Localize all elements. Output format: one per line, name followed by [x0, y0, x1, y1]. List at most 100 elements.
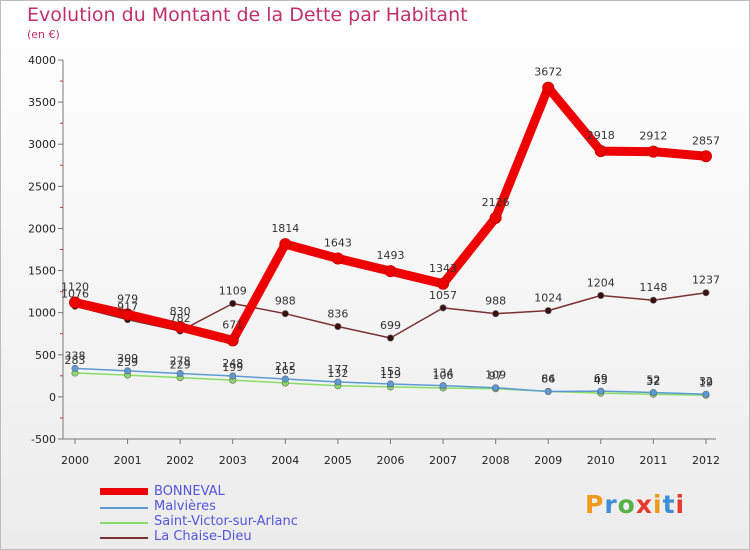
data-label: 1076 — [61, 287, 89, 300]
logo-letter: r — [604, 490, 618, 519]
logo-letter: i — [653, 490, 663, 519]
data-point — [649, 296, 657, 304]
data-point — [649, 389, 657, 397]
data-label: 278 — [170, 354, 191, 367]
logo-letter: o — [617, 490, 636, 519]
axes: -500 0 500 1000 1500 2000 2500 3000 3500 4000 2000… — [28, 54, 720, 467]
data-point — [334, 378, 342, 386]
data-point — [281, 310, 289, 318]
data-label: 97 — [489, 370, 503, 383]
data-point — [229, 299, 237, 307]
data-label: 988 — [485, 295, 506, 308]
data-label: 32 — [699, 375, 713, 388]
data-label: 2126 — [482, 196, 510, 209]
data-label: 1057 — [429, 289, 457, 302]
x-tick-label: 2006 — [376, 454, 404, 467]
legend-label: Malvières — [154, 499, 216, 514]
data-label: 52 — [646, 374, 660, 387]
data-label: 212 — [275, 360, 296, 373]
y-tick-label: 2000 — [28, 222, 56, 235]
logo-letter: P — [585, 490, 605, 519]
legend-label: Saint-Victor-sur-Arlanc — [154, 514, 298, 529]
data-point — [647, 145, 660, 158]
data-point — [492, 384, 500, 392]
data-point — [176, 369, 184, 377]
data-label: 106 — [433, 369, 454, 382]
y-tick-label: 2500 — [28, 180, 56, 193]
y-tick-label: 3000 — [28, 138, 56, 151]
y-tick-label: 1500 — [28, 265, 56, 278]
data-label: 988 — [275, 295, 296, 308]
data-label: 1024 — [534, 292, 562, 305]
data-point — [439, 304, 447, 312]
x-tick-label: 2009 — [534, 454, 562, 467]
data-label: 66 — [541, 372, 555, 385]
x-tick-label: 2008 — [482, 454, 510, 467]
y-tick-label: 0 — [49, 391, 56, 404]
data-label: 119 — [380, 368, 401, 381]
data-point — [229, 372, 237, 380]
x-tick-label: 2007 — [429, 454, 457, 467]
data-point — [544, 307, 552, 315]
data-label: 671 — [222, 318, 243, 331]
data-label: 1204 — [587, 276, 615, 289]
chart-title: Evolution du Montant de la Dette par Hab… — [27, 4, 468, 26]
data-label: 1120 — [61, 281, 89, 294]
data-point — [492, 310, 500, 318]
legend-swatch — [100, 522, 148, 524]
legend-swatch — [100, 488, 148, 495]
data-label: 229 — [170, 359, 191, 372]
data-point — [386, 334, 394, 342]
legend-swatch — [100, 537, 148, 539]
legend-swatch — [100, 507, 148, 509]
data-label: 153 — [380, 365, 401, 378]
x-tick-label: 2005 — [324, 454, 352, 467]
proxiti-logo: Proxiti — [585, 490, 685, 519]
y-tick-label: -500 — [31, 433, 56, 446]
data-point — [437, 277, 450, 290]
data-point — [699, 150, 712, 163]
data-label: 1643 — [324, 237, 352, 250]
data-point — [386, 380, 394, 388]
data-point — [334, 322, 342, 330]
data-point — [69, 296, 81, 309]
y-tick-label: 4000 — [28, 54, 56, 67]
data-label: 836 — [327, 307, 348, 320]
data-labels: 1076 917 782 1109 988 836 699 1057 988 1024 1204 11… — [61, 66, 720, 390]
data-label: 1343 — [429, 262, 457, 275]
x-tick-label: 2000 — [61, 454, 89, 467]
x-tick-label: 2004 — [271, 454, 299, 467]
y-tick-label: 500 — [35, 349, 56, 362]
legend-label: La Chaise-Dieu — [154, 529, 252, 544]
data-label: 338 — [65, 349, 86, 362]
data-label: 199 — [222, 361, 243, 374]
data-point — [279, 238, 292, 251]
data-label: 259 — [117, 356, 138, 369]
data-point — [281, 375, 289, 383]
data-point — [124, 367, 132, 375]
y-tick-label: 1000 — [28, 307, 56, 320]
data-point — [226, 334, 239, 347]
data-label: 69 — [594, 372, 608, 385]
data-point — [542, 81, 555, 94]
series-line-0 — [70, 83, 711, 345]
data-label: 19 — [699, 376, 713, 389]
data-point — [121, 308, 134, 321]
data-point — [384, 265, 397, 278]
x-tick-label: 2001 — [114, 454, 142, 467]
data-label: 1493 — [376, 249, 404, 262]
logo-letter: t — [662, 490, 676, 519]
logo-letter: i — [675, 490, 686, 519]
legend-label: BONNEVAL — [154, 484, 225, 499]
data-label: 2857 — [692, 134, 720, 147]
series-layer — [69, 81, 712, 399]
data-label: 1814 — [271, 222, 299, 235]
data-point — [594, 145, 607, 158]
y-tick-label: 3500 — [28, 96, 56, 109]
x-tick-label: 2003 — [219, 454, 247, 467]
data-point — [702, 289, 710, 297]
data-label: 283 — [65, 354, 86, 367]
x-tick-label: 2011 — [639, 454, 667, 467]
